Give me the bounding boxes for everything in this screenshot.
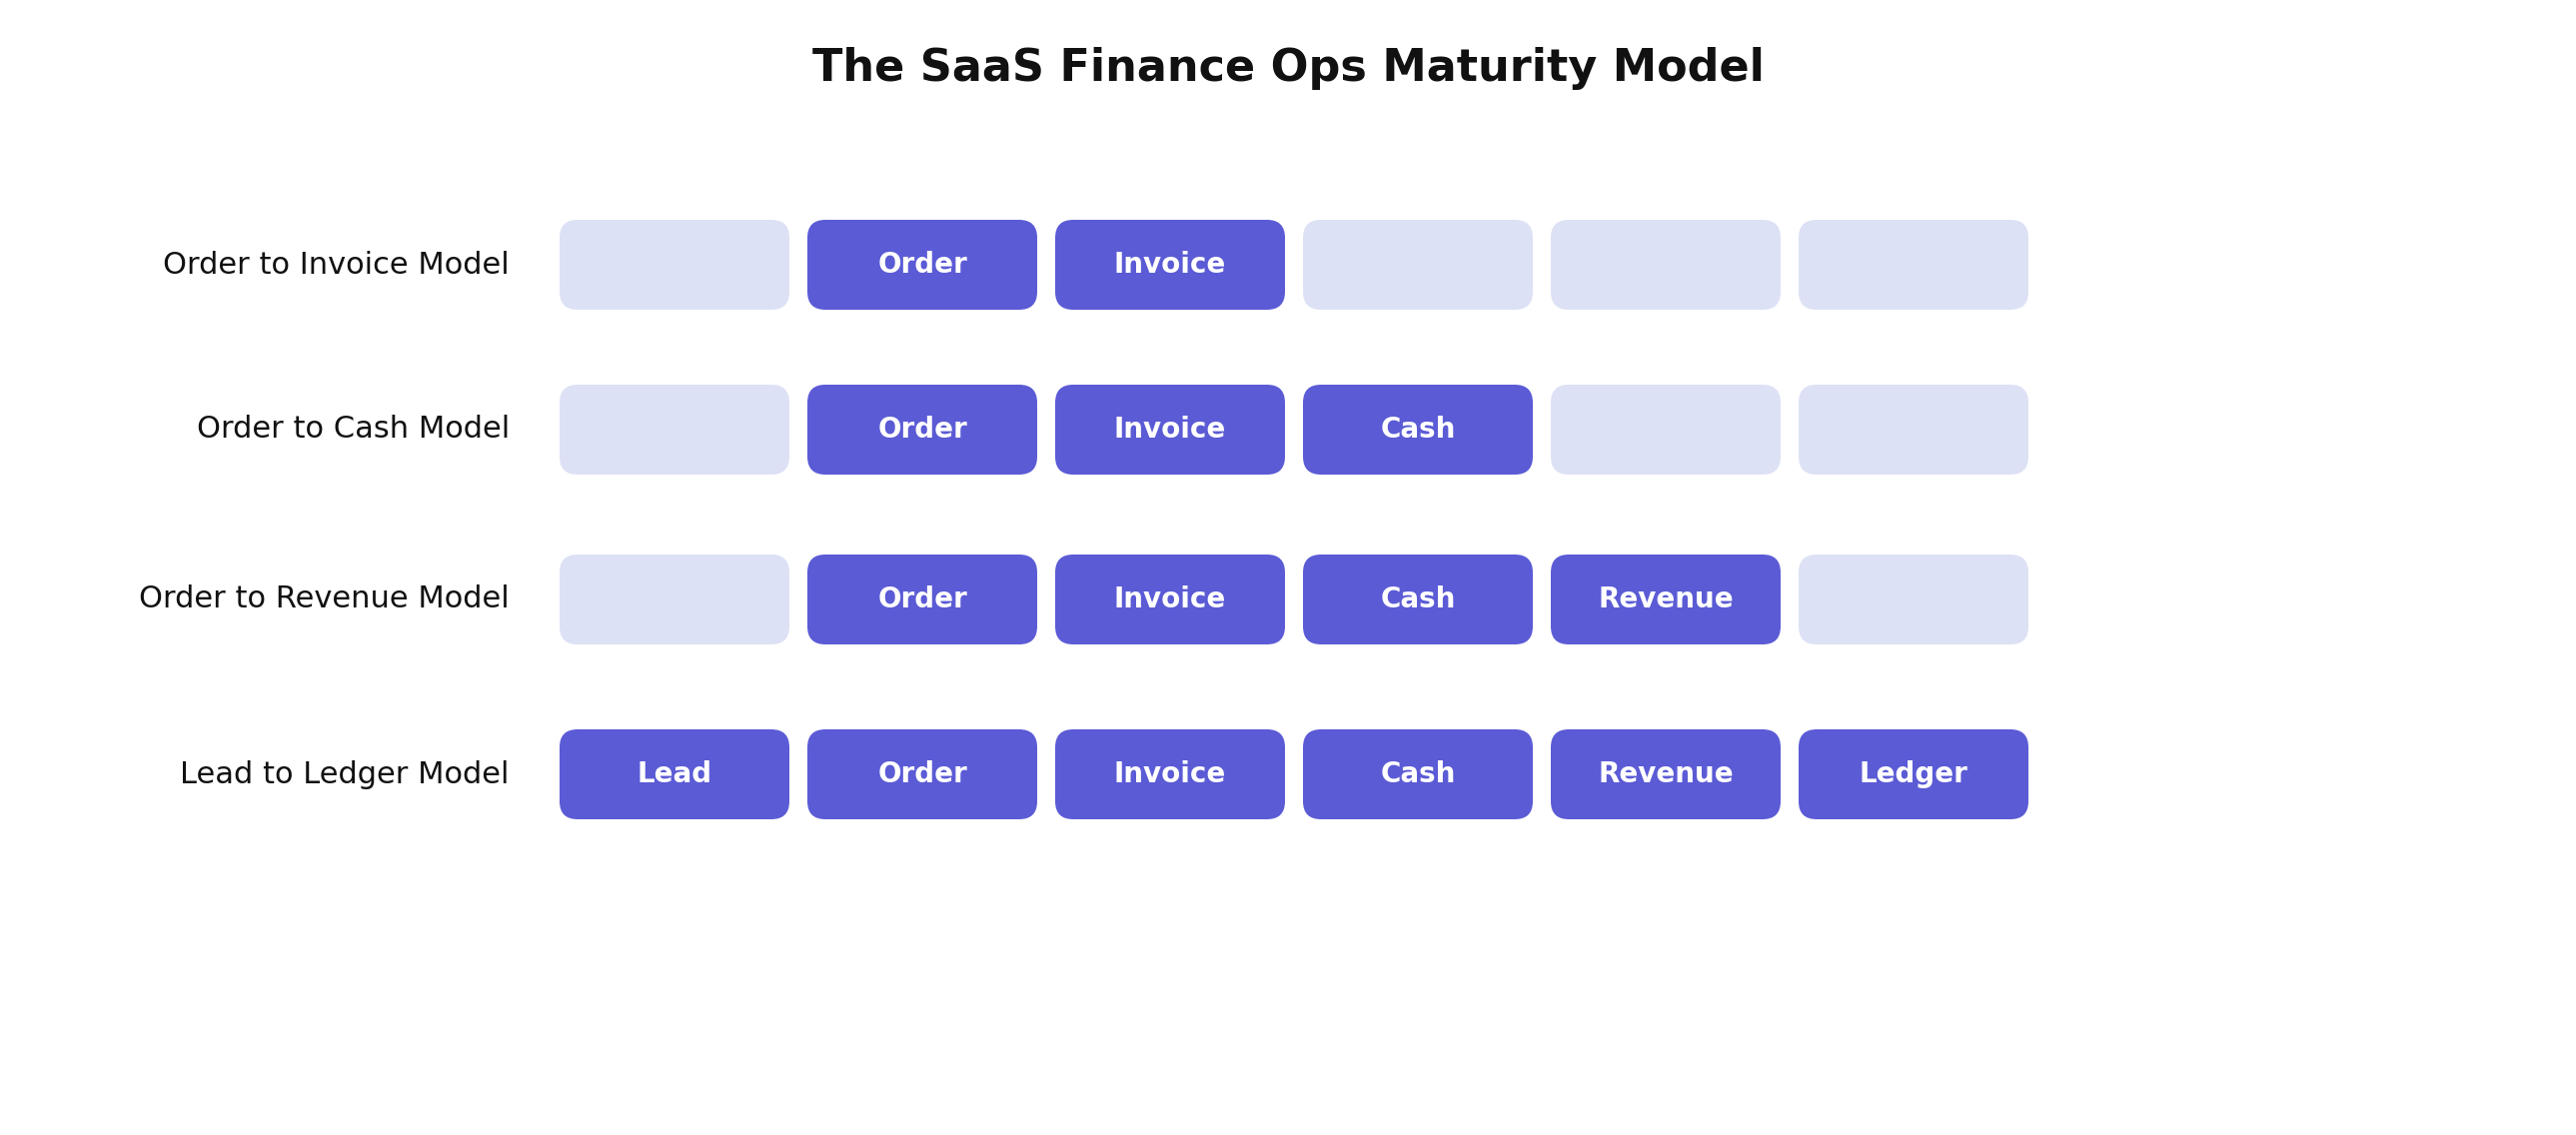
FancyBboxPatch shape [1551,730,1780,819]
FancyBboxPatch shape [1798,730,2027,819]
FancyBboxPatch shape [1303,220,1533,310]
Text: Order: Order [878,415,966,444]
Text: Ledger: Ledger [1860,760,1968,789]
FancyBboxPatch shape [1798,555,2027,645]
Text: Lead: Lead [636,760,711,789]
FancyBboxPatch shape [1798,385,2027,474]
FancyBboxPatch shape [1551,555,1780,645]
FancyBboxPatch shape [1056,555,1285,645]
Text: Order: Order [878,760,966,789]
FancyBboxPatch shape [1798,220,2027,310]
FancyBboxPatch shape [1303,555,1533,645]
Text: Invoice: Invoice [1113,415,1226,444]
FancyBboxPatch shape [559,555,788,645]
FancyBboxPatch shape [1551,220,1780,310]
FancyBboxPatch shape [806,730,1038,819]
FancyBboxPatch shape [806,385,1038,474]
Text: Order to Cash Model: Order to Cash Model [196,415,510,444]
Text: Cash: Cash [1381,586,1455,613]
Text: Cash: Cash [1381,760,1455,789]
FancyBboxPatch shape [1056,220,1285,310]
FancyBboxPatch shape [559,385,788,474]
Text: Revenue: Revenue [1597,760,1734,789]
FancyBboxPatch shape [1551,385,1780,474]
Text: Order to Invoice Model: Order to Invoice Model [162,251,510,279]
Text: Invoice: Invoice [1113,251,1226,279]
FancyBboxPatch shape [559,220,788,310]
Text: Order to Revenue Model: Order to Revenue Model [139,585,510,614]
FancyBboxPatch shape [806,555,1038,645]
Text: Order: Order [878,586,966,613]
FancyBboxPatch shape [1303,730,1533,819]
Text: Cash: Cash [1381,415,1455,444]
Text: Invoice: Invoice [1113,586,1226,613]
Text: Order: Order [878,251,966,279]
FancyBboxPatch shape [559,730,788,819]
FancyBboxPatch shape [806,220,1038,310]
Text: The SaaS Finance Ops Maturity Model: The SaaS Finance Ops Maturity Model [811,47,1765,90]
FancyBboxPatch shape [1303,385,1533,474]
Text: Revenue: Revenue [1597,586,1734,613]
FancyBboxPatch shape [1056,385,1285,474]
FancyBboxPatch shape [1056,730,1285,819]
Text: Invoice: Invoice [1113,760,1226,789]
Text: Lead to Ledger Model: Lead to Ledger Model [180,759,510,789]
